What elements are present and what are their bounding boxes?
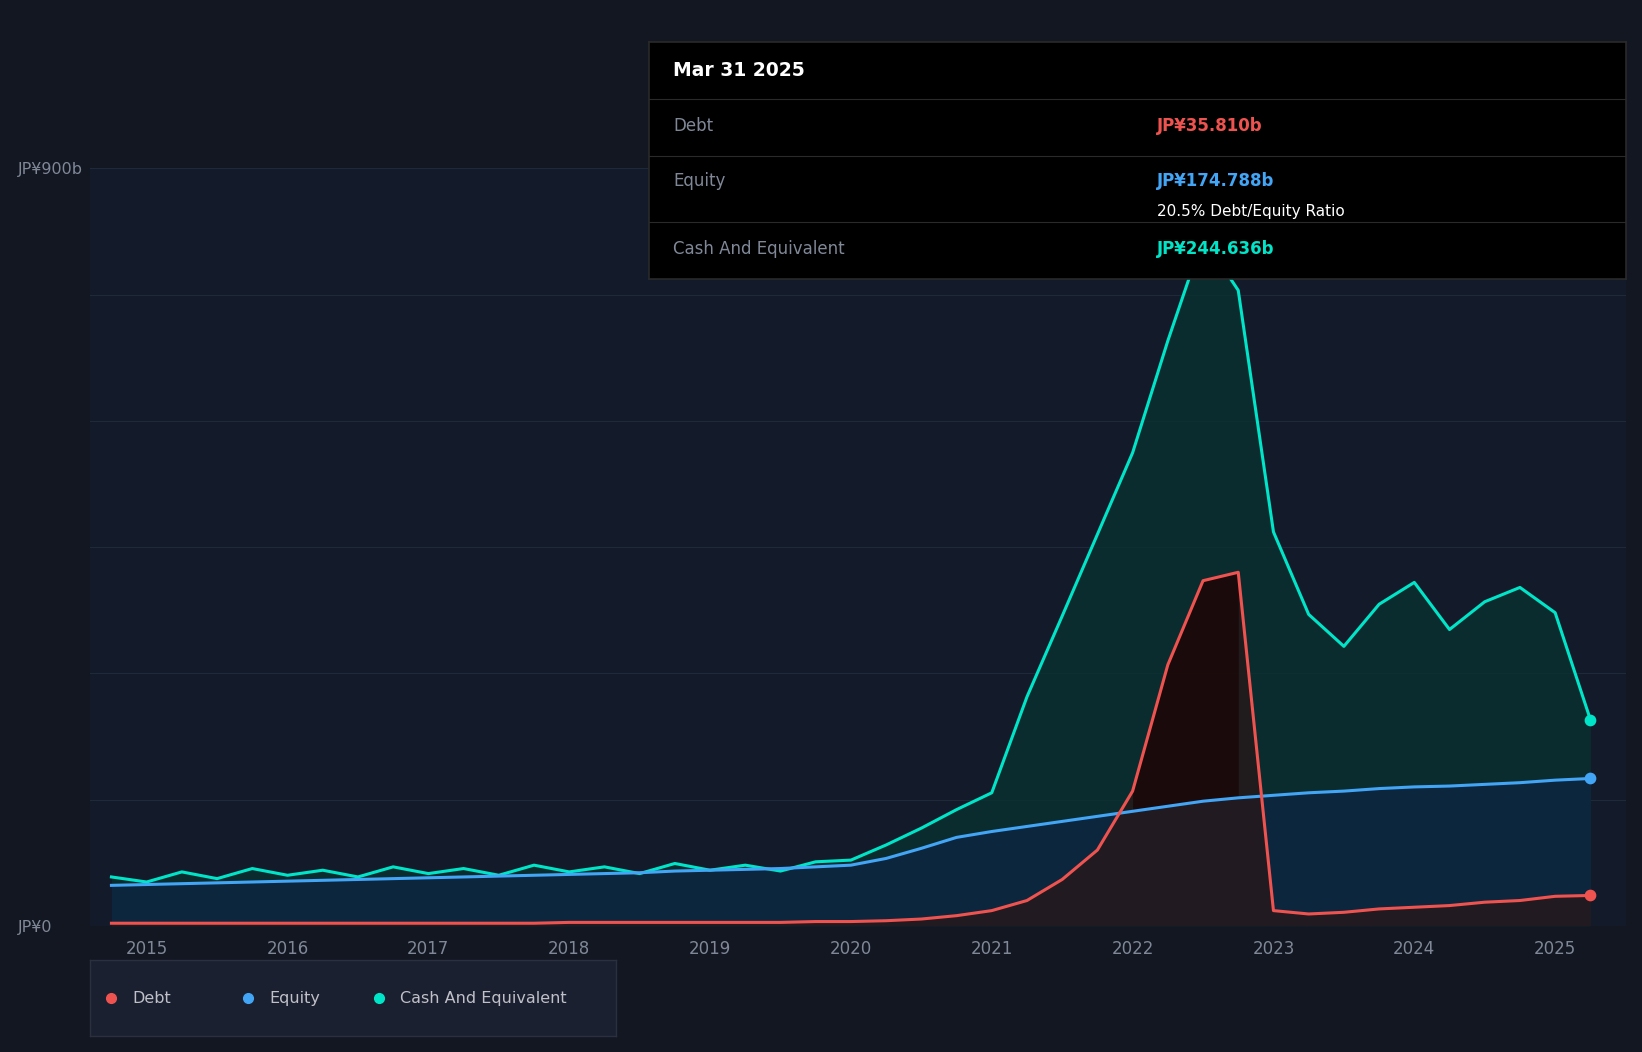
Point — [1578, 770, 1604, 787]
Text: Cash And Equivalent: Cash And Equivalent — [401, 991, 566, 1006]
Point — [1578, 887, 1604, 904]
Text: Mar 31 2025: Mar 31 2025 — [673, 61, 805, 80]
Text: 20.5% Debt/Equity Ratio: 20.5% Debt/Equity Ratio — [1156, 204, 1345, 219]
Text: Cash And Equivalent: Cash And Equivalent — [673, 240, 844, 258]
Text: JP¥244.636b: JP¥244.636b — [1156, 240, 1274, 258]
Text: Equity: Equity — [269, 991, 320, 1006]
Point — [1578, 711, 1604, 728]
Text: Debt: Debt — [673, 117, 713, 135]
Text: JP¥174.788b: JP¥174.788b — [1156, 171, 1274, 189]
Text: Debt: Debt — [133, 991, 171, 1006]
Text: Equity: Equity — [673, 171, 726, 189]
Text: JP¥35.810b: JP¥35.810b — [1156, 117, 1263, 135]
